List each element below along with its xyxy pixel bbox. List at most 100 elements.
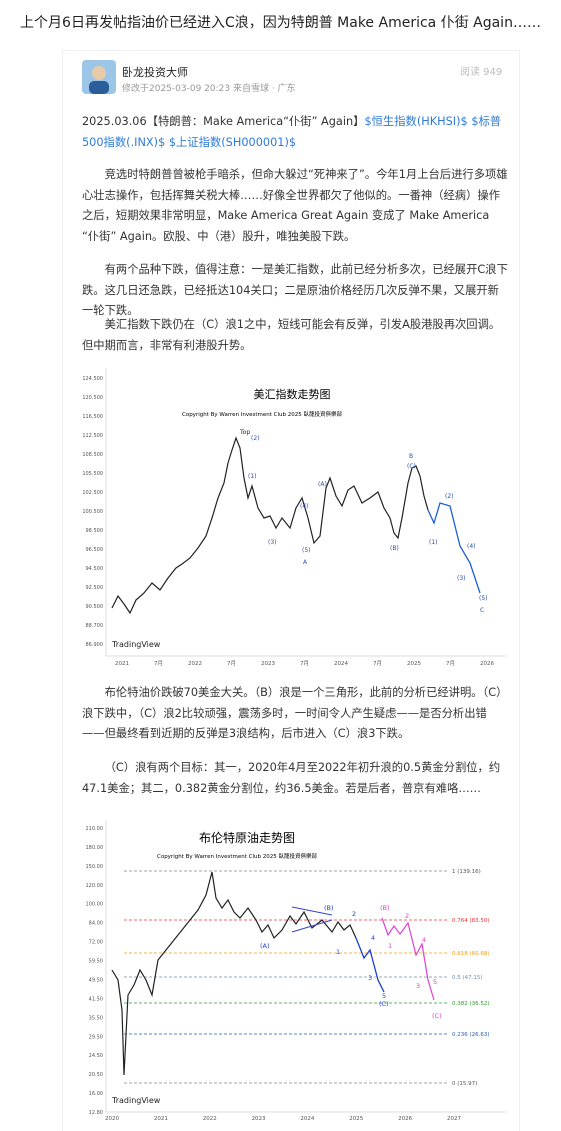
y-axis-label: 88.700 xyxy=(86,623,104,629)
annotation: (5) xyxy=(479,595,488,602)
brand-logo: TradingView xyxy=(111,640,161,649)
fib-label: 0.382 (36.52) xyxy=(452,1001,490,1007)
author-name[interactable]: 卧龙投资大师 xyxy=(122,66,188,79)
avatar-image xyxy=(82,60,116,94)
triangle-line xyxy=(291,919,333,933)
annotation: 1 xyxy=(336,948,340,956)
stock-tag[interactable]: $恒生指数(HKHSI)$ xyxy=(364,115,468,128)
annotation: (A) xyxy=(318,481,327,488)
y-axis-label: 102.500 xyxy=(82,490,103,496)
fib-label: 1 (139.16) xyxy=(452,869,481,875)
y-axis-label: 12.80 xyxy=(89,1110,103,1116)
avatar[interactable] xyxy=(82,60,116,94)
alt-projection-line xyxy=(381,917,435,1001)
y-axis-label: 16.00 xyxy=(89,1091,103,1097)
page-title: 上个月6日再发帖指油价已经进入C浪，因为特朗普 Make America 仆街 … xyxy=(20,15,541,31)
y-axis-label: 124.500 xyxy=(82,376,103,382)
annotations: (A) (B) (C) 1 2 3 4 5 (B) 1 2 3 4 5 (C) xyxy=(260,904,442,1020)
fib-labels: 1 (139.16) 0.764 (83.50) 0.618 (60.68) 0… xyxy=(452,869,490,1087)
x-axis-label: 7月 xyxy=(446,660,455,667)
x-axis-label: 2025 xyxy=(407,661,421,667)
annotation: 2 xyxy=(352,910,356,918)
x-axis-label: 2026 xyxy=(480,661,494,667)
annotations: Top (2) (1) (3) (4) (5) A (A) (B) B (C) … xyxy=(239,429,488,614)
x-axis-label: 7月 xyxy=(227,660,236,667)
annotation: 1 xyxy=(388,942,392,950)
avatar-body xyxy=(89,81,109,94)
y-axis-label: 86.900 xyxy=(86,642,104,648)
x-axis-label: 2023 xyxy=(252,1116,266,1122)
annotation: (5) xyxy=(302,547,311,554)
y-axis-label: 24.50 xyxy=(89,1053,103,1059)
annotation: (3) xyxy=(268,539,277,546)
annotation: C xyxy=(480,607,484,614)
price-line xyxy=(111,871,357,1076)
post-meta: 修改于2025-03-09 20:23 来自雪球 · 广东 xyxy=(122,84,296,94)
y-axis-label: 105.500 xyxy=(82,471,103,477)
intro: 2025.03.06【特朗普：Make America“仆街” Again】$恒… xyxy=(82,112,508,153)
annotation: B xyxy=(409,453,413,460)
y-axis-label: 120.00 xyxy=(86,883,104,889)
x-axis-label: 2024 xyxy=(334,661,348,667)
x-axis-label: 2021 xyxy=(115,661,129,667)
x-axis-label: 2021 xyxy=(154,1116,168,1122)
figure-copyright: Copyright By Warren Investment Club 2025… xyxy=(182,410,343,418)
annotation: 4 xyxy=(371,934,375,942)
annotation: Top xyxy=(239,429,250,436)
y-axis-label: 59.50 xyxy=(89,959,103,965)
paragraph: 竞选时特朗普曾被枪手暗杀，但命大躲过“死神来了”。今年1月上台后进行多项雄心壮志… xyxy=(82,168,508,243)
dxy-chart-image: 美汇指数走势图 Copyright By Warren Investment C… xyxy=(82,368,506,670)
x-axis-label: 2025 xyxy=(349,1116,363,1122)
y-axis-label: 180.00 xyxy=(86,845,104,851)
annotation: (C) xyxy=(379,1000,389,1008)
figure-title: 美汇指数走势图 xyxy=(254,387,331,401)
y-axis-label: 116.500 xyxy=(82,414,103,420)
stock-tag[interactable]: $标普500指数(.INX)$ xyxy=(82,115,502,149)
y-axis-label: 84.00 xyxy=(89,921,103,927)
stock-tag[interactable]: $上证指数(SH000001)$ xyxy=(168,135,297,149)
annotation: (1) xyxy=(429,539,438,546)
y-axis-label: 108.500 xyxy=(82,452,103,458)
y-axis-label: 120.500 xyxy=(82,395,103,401)
annotation: 5 xyxy=(433,978,437,986)
triangle-line xyxy=(291,906,333,916)
y-axis-label: 35.50 xyxy=(89,1015,103,1021)
paragraph: （C）浪有两个目标：其一，2020年4月至2022年初升浪的0.5黄金分割位，约… xyxy=(82,761,501,795)
paragraph: 有两个品种下跌，值得注意：一是美汇指数，此前已经分析多次，已经展开C浪下跌。这几… xyxy=(82,263,508,317)
fib-label: 0.5 (47.15) xyxy=(452,975,483,981)
brent-chart-image: 布伦特原油走势图 Copyright By Warren Investment … xyxy=(82,820,506,1125)
x-axis-label: 2022 xyxy=(203,1116,217,1122)
y-axis-label: 49.50 xyxy=(89,977,103,983)
x-axis-label: 2020 xyxy=(105,1116,119,1122)
fib-lines xyxy=(124,870,448,1084)
annotation: (B) xyxy=(324,904,334,912)
y-axis-label: 92.500 xyxy=(86,585,104,591)
annotation: 3 xyxy=(416,982,420,990)
annotation: (A) xyxy=(260,942,270,950)
figure-copyright: Copyright By Warren Investment Club 2025… xyxy=(157,852,318,860)
fib-label: 0.618 (60.68) xyxy=(452,951,490,957)
headline: 【特朗普：Make America“仆街” Again】 xyxy=(146,115,365,128)
read-count: 阅读 949 xyxy=(460,67,503,78)
y-axis-label: 41.50 xyxy=(89,996,103,1002)
annotation: (4) xyxy=(300,503,309,510)
x-axis-label: 2024 xyxy=(300,1116,314,1122)
y-axis-label: 150.00 xyxy=(86,864,104,870)
projection-line xyxy=(427,502,481,594)
y-axis-label: 20.50 xyxy=(89,1072,103,1078)
y-axis-label: 210.00 xyxy=(86,826,104,832)
x-axis-label: 2027 xyxy=(447,1116,461,1122)
x-axis-label: 2022 xyxy=(188,661,202,667)
annotation: (C) xyxy=(407,463,416,470)
price-line xyxy=(111,436,429,615)
fib-label: 0.764 (83.50) xyxy=(452,918,490,924)
y-axis-label: 100.500 xyxy=(82,509,103,515)
y-axis-label: 98.500 xyxy=(86,528,104,534)
annotation: (2) xyxy=(251,435,260,442)
annotation: 3 xyxy=(368,974,372,982)
y-axis-label: 112.500 xyxy=(82,433,103,439)
annotation: 5 xyxy=(382,992,386,1000)
annotation: (4) xyxy=(467,543,476,550)
